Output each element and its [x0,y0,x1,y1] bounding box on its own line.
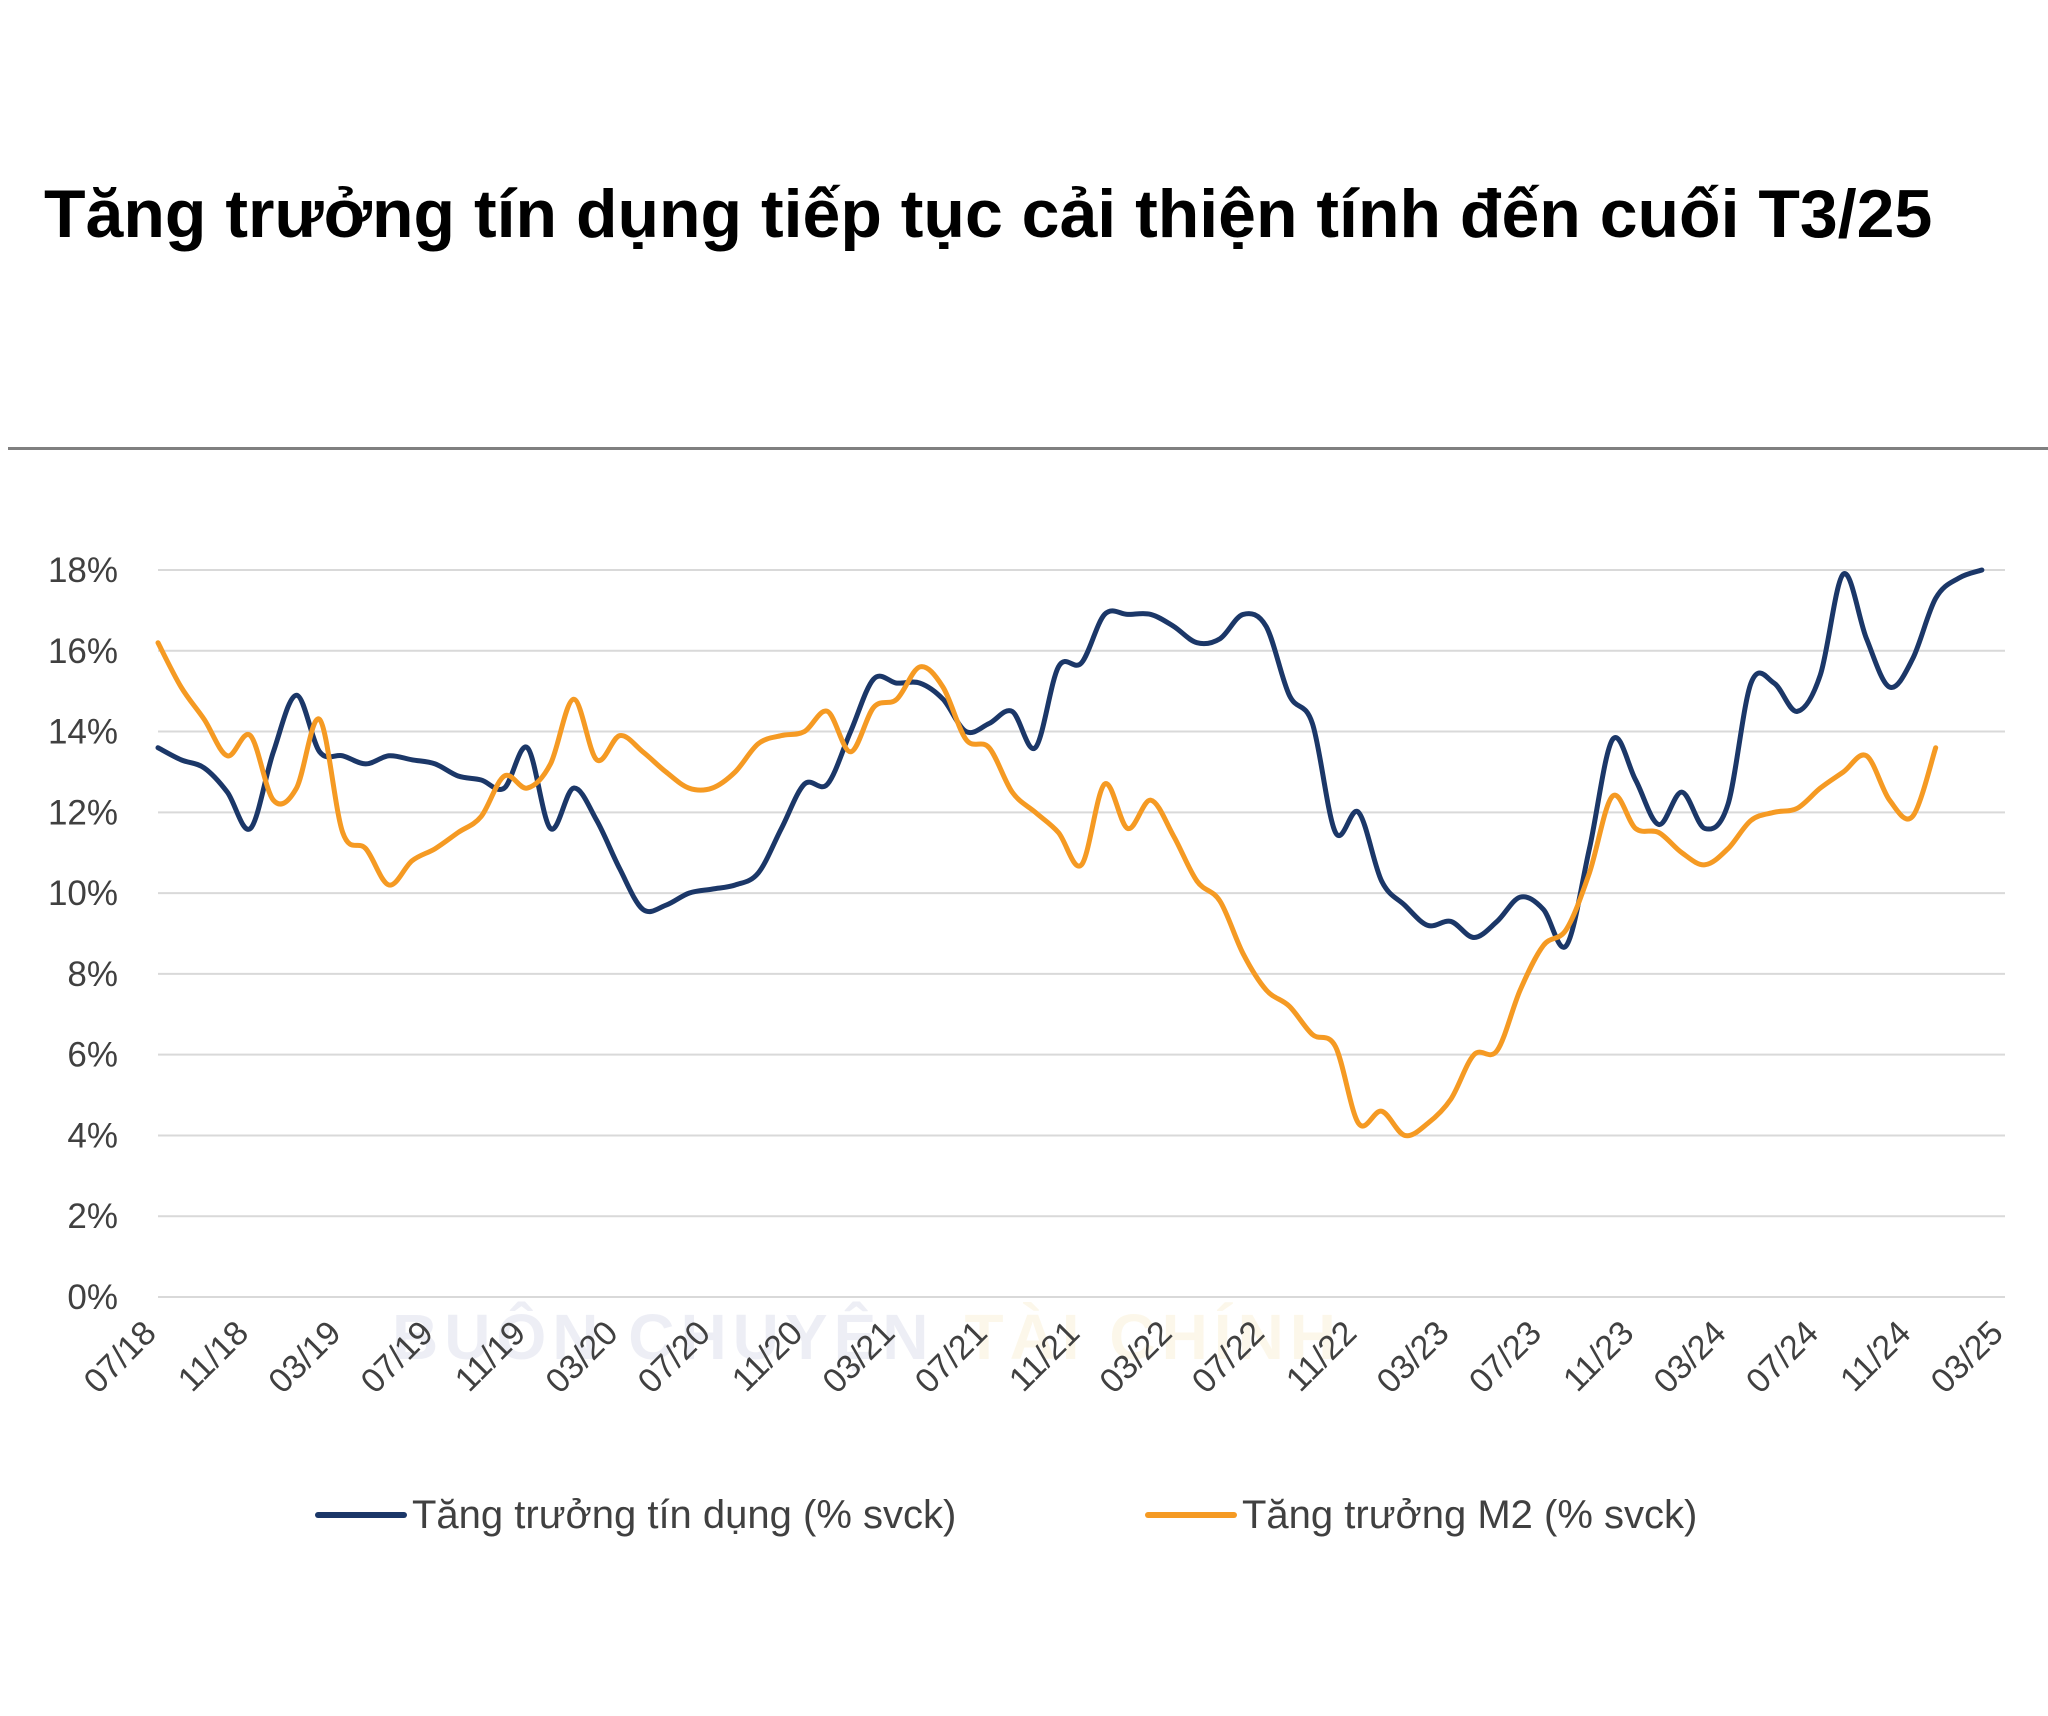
title-divider [8,447,2048,450]
y-tick-label: 0% [67,1278,118,1317]
x-tick-label: 03/22 [1092,1314,1179,1401]
x-tick-label: 11/21 [1002,1314,1087,1399]
x-tick-label: 03/25 [1924,1314,2011,1401]
y-tick-label: 10% [48,874,118,913]
legend-item: Tăng trưởng tín dụng (% svck) [315,1493,956,1537]
x-tick-label: 11/18 [171,1314,256,1399]
y-tick-label: 8% [67,955,118,994]
x-tick-label: 11/19 [448,1314,533,1399]
x-tick-label: 03/21 [815,1314,902,1401]
series-line-m2 [155,640,1939,1139]
legend-label: Tăng trưởng tín dụng (% svck) [412,1493,956,1537]
watermark-part-2: TÀI CHÍNH [964,1301,1342,1373]
series-line-credit [155,567,1985,950]
legend: Tăng trưởng tín dụng (% svck) Tăng trưởng… [315,1493,1697,1537]
y-tick-label: 2% [67,1197,118,1236]
y-tick-label: 18% [48,551,118,590]
x-tick-label: 11/23 [1556,1314,1641,1399]
x-tick-label: 07/24 [1739,1314,1826,1401]
x-tick-label: 07/21 [908,1314,995,1401]
x-tick-label: 03/19 [261,1314,348,1401]
x-tick-label: 07/19 [354,1314,441,1401]
watermark-text: BUÔN CHUYỆN TÀI CHÍNH [392,1300,1342,1374]
y-tick-label: 14% [48,713,118,752]
x-tick-label: 11/20 [725,1314,810,1399]
x-tick-label: 07/23 [1462,1314,1549,1401]
x-tick-label: 11/24 [1833,1314,1918,1399]
series-lines [155,567,1985,1139]
x-tick-label: 11/22 [1279,1314,1364,1399]
y-axis-ticks: 0% 2% 4% 6% 8% 10% 12% 14% 16% 18% [48,551,118,1317]
legend-item: Tăng trưởng M2 (% svck) [1145,1493,1697,1537]
legend-label: Tăng trưởng M2 (% svck) [1242,1493,1697,1537]
chart-title: Tăng trưởng tín dụng tiếp tục cải thiện … [44,176,1933,252]
x-axis-ticks: 07/18 11/18 03/19 07/19 11/19 03/20 07/20 11/20… [77,1314,2011,1401]
watermark-part-1: BUÔN CHUYỆN [392,1301,935,1373]
gridlines [158,569,2005,1298]
y-tick-label: 16% [48,632,118,671]
x-tick-label: 03/20 [538,1314,625,1401]
x-tick-label: 07/18 [77,1314,164,1401]
x-tick-label: 07/20 [631,1314,718,1401]
y-tick-label: 4% [67,1116,118,1155]
x-tick-label: 07/22 [1185,1314,1272,1401]
x-tick-label: 03/24 [1647,1314,1734,1401]
y-tick-label: 6% [67,1036,118,1075]
y-tick-label: 12% [48,793,118,832]
x-tick-label: 03/23 [1370,1314,1457,1401]
